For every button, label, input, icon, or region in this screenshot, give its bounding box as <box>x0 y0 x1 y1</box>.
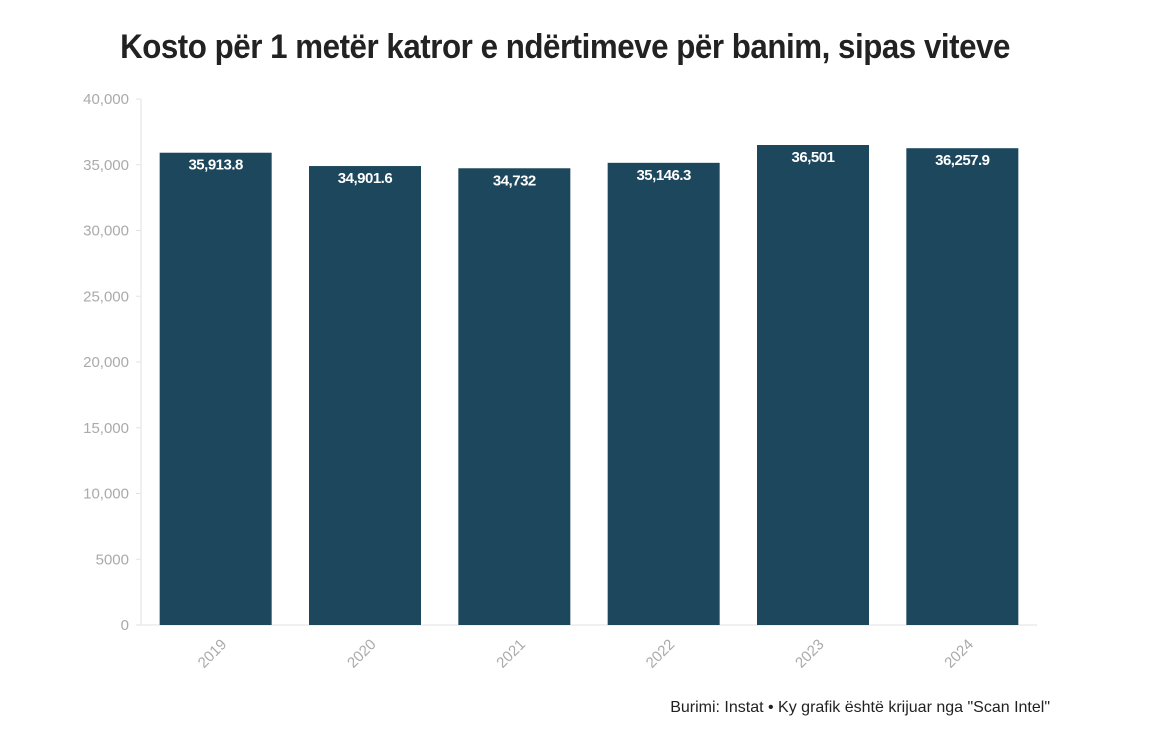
bar-2024 <box>906 148 1019 625</box>
y-tick-label: 35,000 <box>83 157 129 174</box>
x-tick-label: 2022 <box>643 636 679 672</box>
bar-2023 <box>757 145 869 626</box>
bar-2021 <box>458 168 571 625</box>
bar-2022 <box>607 162 720 625</box>
chart-title: Kosto për 1 metër katror e ndërtimeve pë… <box>120 28 1010 66</box>
x-tick-label: 2020 <box>344 636 380 672</box>
y-tick-label: 0 <box>121 617 129 634</box>
x-tick-label: 2024 <box>941 636 977 672</box>
y-tick-label: 25,000 <box>83 288 129 305</box>
y-tick-label: 40,000 <box>83 91 129 108</box>
bar-2019 <box>159 152 272 626</box>
y-tick-label: 30,000 <box>83 223 129 240</box>
bar-value-label: 34,901.6 <box>338 170 393 187</box>
y-axis-ticks: 0 5000 10,000 15,000 20,000 25,000 30,000 35,00… <box>83 91 141 634</box>
source-note: Burimi: Instat • Ky grafik është krijuar… <box>670 699 1050 716</box>
x-tick-label: 2023 <box>792 636 828 672</box>
y-tick-label: 20,000 <box>83 354 129 371</box>
y-tick-label: 15,000 <box>83 420 129 437</box>
bar-2020 <box>309 166 421 626</box>
bar-value-label: 35,913.8 <box>188 157 243 174</box>
bar-value-label: 36,501 <box>792 149 835 166</box>
chart-bar-labels: 35,913.8 34,901.6 34,732 35,146.3 36,501 36,2… <box>188 149 990 189</box>
bar-value-label: 36,257.9 <box>935 152 990 169</box>
chart-bars <box>159 145 1019 626</box>
bar-value-label: 34,732 <box>493 172 536 189</box>
y-tick-label: 10,000 <box>83 486 129 503</box>
x-tick-label: 2021 <box>493 636 529 672</box>
bar-value-label: 35,146.3 <box>636 167 691 184</box>
x-tick-label: 2019 <box>195 636 231 672</box>
y-tick-label: 5000 <box>96 551 129 568</box>
x-axis-ticks: 2019 2020 2021 2022 2023 2024 <box>195 636 977 672</box>
chart-axes <box>140 99 1037 626</box>
